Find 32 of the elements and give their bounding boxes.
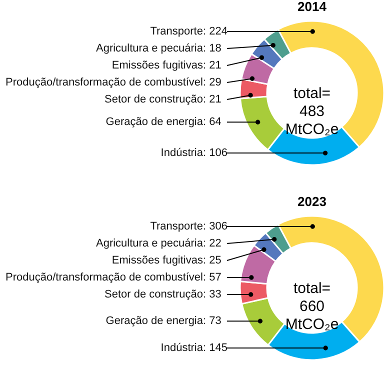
slice-label: Setor de construção [104,288,203,301]
data-label: : 64 [203,116,222,128]
chart-title: 2023 [298,194,326,209]
data-label: : 18 [203,42,222,55]
slice-label: Transporte [150,220,203,233]
data-label: : 22 [203,238,222,250]
slice-label: Produção/transformação de combustível [6,76,203,89]
slice-label: Setor de construção [104,94,203,106]
text: total= 660 MtCO₂e [285,280,339,333]
chart-title: 2014 [298,0,328,14]
data-label: : 145 [203,342,228,354]
slice-label: Emissões fugitivas [112,254,204,267]
data-label: : 21 [203,94,222,106]
data-label: : 25 [203,254,222,267]
data-label: : 29 [203,76,222,89]
data-label: : 106 [203,147,228,160]
slice-label: Produção/transformação de combustível [6,272,203,284]
text: total= 483 MtCO₂e [285,85,339,138]
data-label: : 21 [203,60,222,72]
data-label: : 73 [203,315,222,328]
data-label: : 224 [203,26,228,38]
slice-label: Emissões fugitivas [112,60,204,72]
slice-label: Geração de energia [106,116,204,128]
data-label: : 306 [203,220,228,233]
slice-label: Agricultura e pecuária [96,238,204,250]
data-label: : 57 [203,272,222,284]
slice-label: Indústria [160,147,204,160]
slice-label: Geração de energia [106,315,204,328]
slice-label: Transporte [150,26,203,38]
slice-label: Indústria [160,342,204,354]
slice-label: Agricultura e pecuária [96,42,204,55]
data-label: : 33 [203,288,222,301]
